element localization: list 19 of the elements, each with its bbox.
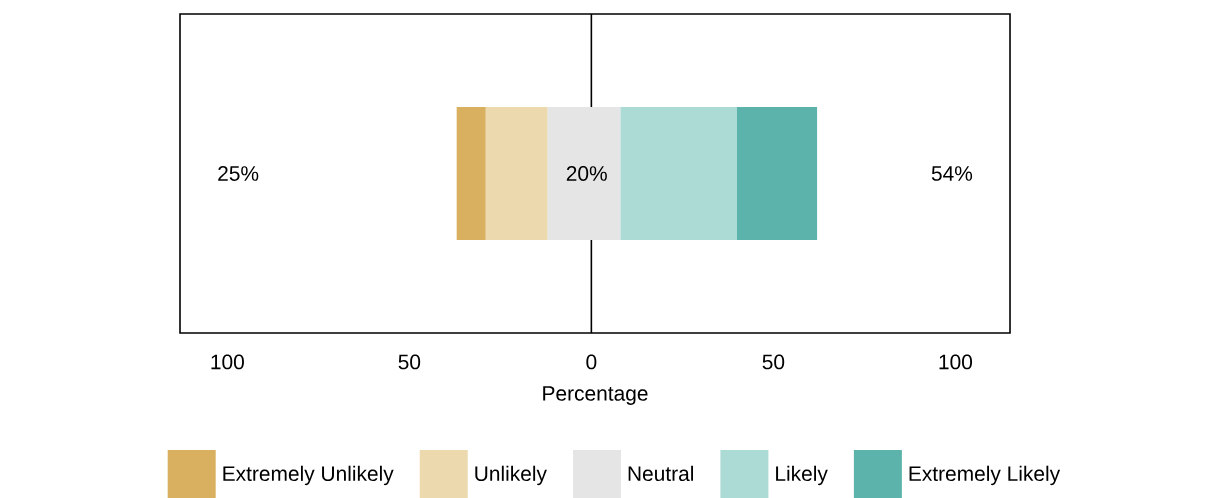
annotation: 54% bbox=[931, 166, 973, 181]
bar bbox=[456, 107, 486, 240]
x-tick-label: 0 bbox=[586, 354, 597, 370]
bar bbox=[620, 107, 737, 240]
x-axis-title: Percentage bbox=[543, 386, 648, 405]
legend-label: Unlikely bbox=[475, 465, 547, 486]
legend-label: Extremely Likely bbox=[909, 465, 1061, 486]
legend-label: Extremely Unlikely bbox=[223, 465, 394, 486]
bar bbox=[736, 107, 818, 240]
legend-label: Likely bbox=[776, 465, 828, 486]
legend-label: Neutral bbox=[628, 465, 693, 482]
annotation: 25% bbox=[218, 166, 259, 181]
x-tick-label: 100 bbox=[211, 354, 244, 370]
bar bbox=[485, 107, 548, 240]
x-tick-label: 100 bbox=[939, 354, 973, 370]
x-tick-label: 50 bbox=[398, 354, 421, 370]
annotation: 20% bbox=[566, 166, 607, 181]
x-tick-label: 50 bbox=[762, 354, 785, 370]
bar bbox=[547, 107, 621, 240]
